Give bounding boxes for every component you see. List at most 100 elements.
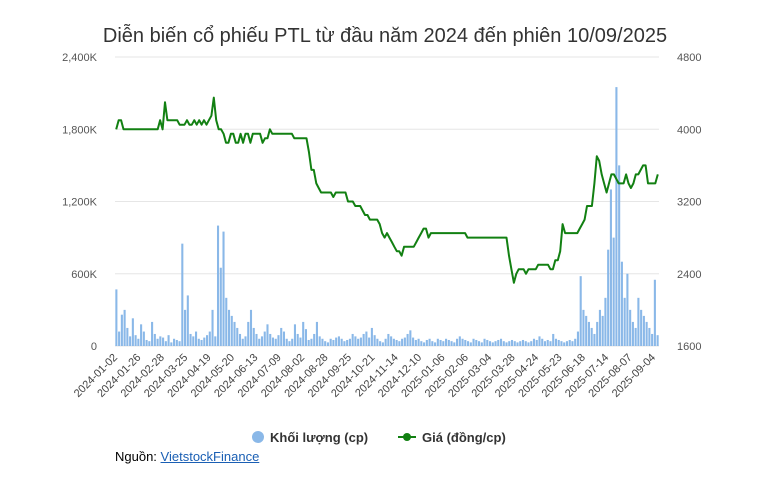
volume-bar [458,336,461,346]
volume-bar [403,337,406,346]
volume-bar [384,338,387,346]
volume-bar [620,261,623,346]
volume-bar [420,341,423,346]
volume-bar [549,341,552,346]
volume-bar [236,327,239,346]
volume-bar [302,321,305,346]
volume-bar [406,333,409,346]
volume-bar [461,338,464,346]
volume-bar [159,336,162,346]
volume-bar [326,342,329,346]
volume-bar [142,331,145,346]
y-right-tick-label: 4800 [677,52,701,64]
y-left-tick-label: 1,200K [62,197,98,209]
source-label: Nguồn: [115,449,157,464]
volume-bar [505,342,508,346]
y-left-tick-label: 600K [71,269,97,281]
y-right-tick-label: 3200 [677,197,701,209]
volume-bar [162,337,165,346]
volume-bar [203,337,206,346]
volume-bar [640,309,643,346]
volume-bar [431,341,434,346]
volume-bar [560,341,563,346]
volume-bar [249,309,253,346]
volume-bar [453,342,456,346]
volume-bar [651,333,654,346]
y-right-tick-label: 2400 [677,269,701,281]
volume-bar [546,339,549,346]
volume-bar [321,338,324,346]
volume-bar [656,335,659,346]
volume-bar [368,337,371,346]
volume-bar [629,309,632,346]
y-right-tick-label: 1600 [677,341,701,353]
volume-bar [557,339,560,346]
volume-bar [447,339,450,346]
volume-bar [417,338,420,346]
volume-bar [365,331,368,346]
volume-bar [241,338,244,346]
volume-bar [340,338,343,346]
volume-bar [222,231,225,346]
volume-bar [475,339,478,346]
legend-price-marker [403,433,411,441]
volume-bar [535,339,538,346]
y-left-tick-label: 2,400K [62,52,98,64]
volume-bar [488,341,492,346]
volume-bar [293,324,297,346]
volume-bar [307,339,310,346]
volume-bar [571,341,574,346]
volume-bar [211,309,214,346]
volume-bar [269,333,272,346]
volume-bar [634,327,637,346]
volume-bar [274,338,277,346]
volume-bar [282,331,286,346]
volume-bar [439,339,442,346]
volume-bar [469,342,472,346]
y-left-tick-label: 0 [91,341,97,353]
volume-bar [238,333,242,346]
legend-volume-label: Khối lượng (cp) [270,430,368,445]
volume-bar [434,342,437,346]
volume-bar [205,335,209,346]
volume-bar [258,338,261,346]
volume-bar [390,336,393,346]
volume-bar [425,339,428,346]
volume-bar [467,341,470,346]
source-link[interactable]: VietstockFinance [160,449,260,464]
volume-bar [593,333,596,346]
volume-bar [266,324,269,346]
volume-bar [131,318,134,346]
volume-bar [387,333,390,346]
volume-bar [648,327,651,346]
volume-bar [502,341,505,346]
volume-bar [120,314,123,346]
volume-bar [247,321,250,346]
volume-bar [313,333,316,346]
volume-bar [200,339,203,346]
volume-bar [574,338,577,346]
volume-bar [291,338,294,346]
volume-bar [376,338,379,346]
volume-bar [359,337,362,346]
volume-bar [271,337,275,346]
volume-bar [598,309,601,346]
volume-bar [214,336,217,346]
volume-bar [315,321,318,346]
volume-bar [348,338,351,346]
volume-bar [414,339,417,346]
volume-bar [379,341,382,346]
volume-bar [244,336,247,346]
volume-bar [541,338,544,346]
volume-bar [568,339,571,346]
volume-bar [195,331,198,346]
volume-bar [645,321,648,346]
volume-bar [590,327,593,346]
volume-bar [587,321,590,346]
volume-bar [362,333,365,346]
volume-bar [151,321,154,346]
legend-price-label: Giá (đồng/cp) [422,430,506,445]
volume-bar [456,338,459,346]
volume-bar [532,338,536,346]
